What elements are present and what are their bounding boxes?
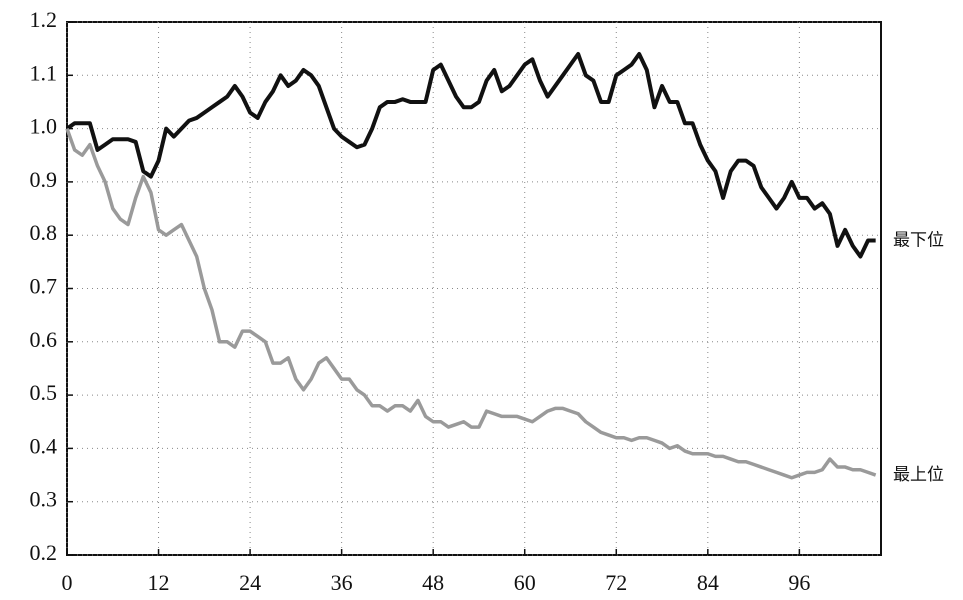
series-line: [65, 128, 877, 480]
plot-frame: [66, 21, 882, 556]
series-label: 最上位: [893, 465, 944, 485]
x-tick-label: 60: [514, 570, 536, 595]
y-tick-label: 1.0: [30, 114, 58, 139]
y-tick-label: 0.6: [30, 327, 58, 352]
y-tick-label: 0.9: [30, 167, 58, 192]
y-tick-label: 0.5: [30, 380, 58, 405]
y-tick-label: 0.3: [30, 487, 58, 512]
x-tick-label: 48: [422, 570, 444, 595]
x-tick-label: 72: [605, 570, 627, 595]
y-tick-label: 0.8: [30, 220, 58, 245]
x-tick-label: 24: [239, 570, 261, 595]
x-tick-label: 36: [331, 570, 353, 595]
y-tick-label: 1.1: [30, 60, 58, 85]
x-tick-label: 96: [788, 570, 810, 595]
y-tick-label: 1.2: [30, 7, 58, 32]
x-tick-label: 0: [62, 570, 73, 595]
y-tick-label: 0.7: [30, 274, 58, 299]
series-label: 最下位: [893, 231, 944, 251]
x-tick-label: 12: [148, 570, 170, 595]
x-tick-label: 84: [697, 570, 719, 595]
y-tick-label: 0.2: [30, 540, 58, 565]
y-tick-label: 0.4: [30, 433, 58, 458]
series-line: [65, 51, 876, 259]
